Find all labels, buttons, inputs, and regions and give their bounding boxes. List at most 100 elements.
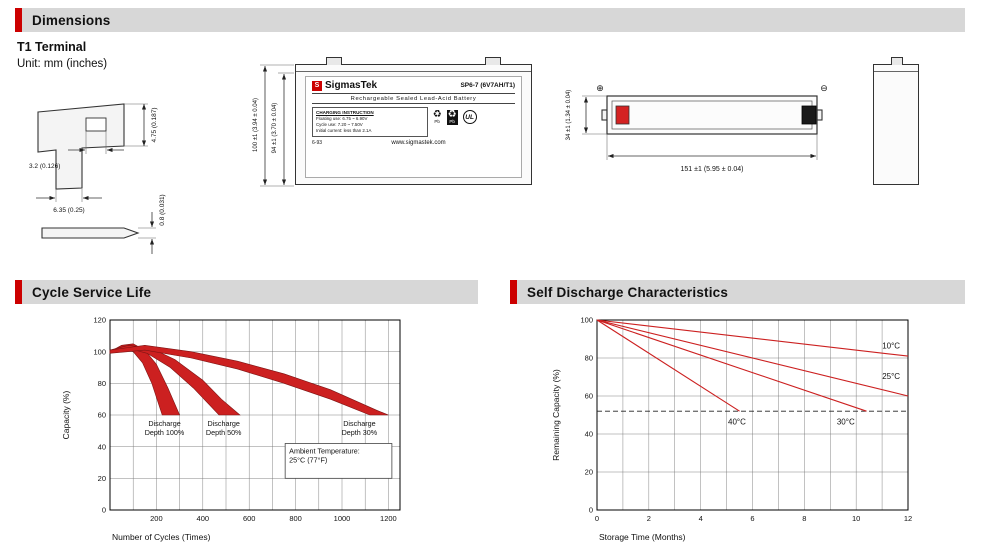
- terminal-type-title: T1 Terminal: [17, 40, 87, 54]
- svg-text:Depth 100%: Depth 100%: [145, 428, 185, 437]
- svg-text:Capacity (%): Capacity (%): [61, 391, 71, 440]
- dim-terminal-hole: 3.2 (0.126): [29, 163, 60, 170]
- battery-lid-seam: [296, 71, 531, 72]
- dim-overall-height: 100 ±1 (3.94 ± 0.04): [253, 98, 259, 152]
- website-text: www.sigmastek.com: [391, 140, 446, 147]
- svg-text:0: 0: [102, 506, 106, 515]
- svg-text:25°C: 25°C: [882, 372, 900, 381]
- svg-text:Depth 50%: Depth 50%: [206, 428, 242, 437]
- positive-terminal-red: [615, 105, 630, 125]
- svg-text:120: 120: [93, 316, 106, 325]
- svg-text:0: 0: [589, 506, 593, 515]
- ul-mark-icon: UL: [462, 110, 477, 124]
- label-code: 6-93: [312, 140, 323, 147]
- dim-terminal-thickness: 0.8 (0.031): [159, 194, 166, 225]
- svg-text:2: 2: [647, 514, 651, 523]
- svg-text:Storage Time (Months): Storage Time (Months): [599, 532, 686, 542]
- svg-text:40: 40: [585, 430, 593, 439]
- section-title-dimensions: Dimensions: [32, 12, 111, 28]
- svg-text:8: 8: [802, 514, 806, 523]
- svg-text:100: 100: [93, 347, 106, 356]
- terminal-hole: [85, 117, 107, 132]
- battery-terminal-icon: [326, 57, 342, 65]
- svg-text:10: 10: [852, 514, 860, 523]
- battery-side-view: [873, 57, 919, 185]
- dim-top-width: 34 ±1 (1.34 ± 0.04): [566, 90, 572, 141]
- svg-text:Discharge: Discharge: [148, 419, 180, 428]
- sigmastek-logo-icon: S: [312, 80, 322, 91]
- svg-text:25°C (77°F): 25°C (77°F): [289, 456, 327, 465]
- header-accent-bar: [15, 8, 22, 32]
- battery-terminal-icon: [485, 57, 501, 65]
- pb-label: Pb: [434, 119, 440, 124]
- svg-text:400: 400: [197, 514, 210, 523]
- svg-text:Discharge: Discharge: [208, 419, 240, 428]
- battery-front-view: S SigmasTek SP6-7 (6V7AH/T1) Rechargeabl…: [295, 57, 532, 185]
- dim-top-length: 151 ±1 (5.95 ± 0.04): [681, 166, 744, 173]
- svg-text:Number of Cycles (Times): Number of Cycles (Times): [112, 532, 211, 542]
- svg-text:40: 40: [98, 442, 106, 451]
- svg-text:600: 600: [243, 514, 256, 523]
- dim-terminal-width: 6.35 (0.25): [53, 207, 84, 214]
- recycle-glyph: ♻: [447, 109, 457, 120]
- terminal-profile-shape: [37, 103, 125, 190]
- charging-line: Floating use: 6.75 ~ 6.90V: [316, 116, 368, 121]
- side-tab: [816, 109, 823, 121]
- dim-container-height: 94 ±1 (3.70 ± 0.04): [272, 103, 278, 154]
- svg-text:10°C: 10°C: [882, 342, 900, 351]
- svg-text:Ambient Temperature:: Ambient Temperature:: [289, 447, 360, 456]
- svg-text:60: 60: [585, 392, 593, 401]
- svg-text:800: 800: [289, 514, 302, 523]
- charging-instruction-box: CHARGING INSTRUCTION Floating use: 6.75 …: [312, 107, 428, 138]
- svg-text:20: 20: [585, 468, 593, 477]
- front-view-dimensions: 100 ±1 (3.94 ± 0.04) 94 ±1 (3.70 ± 0.04): [253, 64, 294, 187]
- charging-instruction-title: CHARGING INSTRUCTION: [316, 110, 374, 115]
- recycle-pb-icon: ♻ Pb: [433, 110, 442, 125]
- svg-text:40°C: 40°C: [728, 418, 746, 427]
- battery-subtitle: Rechargeable Sealed Lead-Acid Battery: [312, 93, 515, 104]
- section-title-cycle-life: Cycle Service Life: [32, 284, 152, 300]
- section-header-cycle-life: Cycle Service Life: [15, 280, 478, 304]
- svg-text:200: 200: [150, 514, 163, 523]
- side-tab: [601, 109, 608, 121]
- t1-terminal-drawing: 4.75 (0.187) 3.2 (0.126) 6.35 (0.25) 0.8…: [29, 103, 166, 254]
- svg-text:Discharge: Discharge: [343, 419, 375, 428]
- negative-terminal-mark-icon: ⊖: [820, 83, 828, 93]
- model-number: SP6-7 (6V7AH/T1): [460, 82, 515, 89]
- negative-terminal-black: [801, 105, 817, 125]
- svg-text:Remaining Capacity (%): Remaining Capacity (%): [551, 369, 561, 461]
- charging-line: Initial current: less than 2.1A: [316, 128, 372, 134]
- terminal-blade-shape: [41, 227, 140, 239]
- top-view-outline: [606, 95, 818, 135]
- unit-label: Unit: mm (inches): [17, 58, 108, 70]
- svg-text:6: 6: [750, 514, 754, 523]
- battery-label: S SigmasTek SP6-7 (6V7AH/T1) Rechargeabl…: [305, 76, 522, 178]
- battery-terminal-icon: [891, 57, 903, 65]
- header-accent-bar: [510, 280, 517, 304]
- svg-text:1000: 1000: [334, 514, 351, 523]
- battery-top-view: ⊕ ⊖ 34 ±1 (1.34 ± 0.04) 151 ±1 (5.95 ± 0…: [566, 83, 828, 173]
- svg-text:0: 0: [595, 514, 599, 523]
- svg-text:80: 80: [585, 354, 593, 363]
- svg-text:20: 20: [98, 474, 106, 483]
- svg-text:100: 100: [580, 316, 593, 325]
- battery-lid-seam: [874, 71, 918, 72]
- svg-text:80: 80: [98, 379, 106, 388]
- svg-text:60: 60: [98, 411, 106, 420]
- dim-terminal-height: 4.75 (0.187): [151, 107, 158, 142]
- svg-text:4: 4: [699, 514, 703, 523]
- self-discharge-chart: 10°C 25°C 30°C 40°C 0 2 4 6 8 10 12 0 20 40 60 80 100 Sto…: [551, 316, 912, 542]
- pb-label: Pb: [449, 119, 455, 124]
- brand-name: SigmasTek: [325, 80, 378, 91]
- svg-text:1200: 1200: [380, 514, 397, 523]
- section-header-self-discharge: Self Discharge Characteristics: [510, 280, 965, 304]
- section-header-dimensions: Dimensions: [15, 8, 965, 32]
- positive-terminal-mark-icon: ⊕: [596, 83, 604, 93]
- svg-text:Depth 30%: Depth 30%: [342, 428, 378, 437]
- recycle-glyph: ♻: [432, 109, 442, 120]
- recycle-pb-dark-icon: ♻ Pb: [446, 109, 458, 125]
- svg-text:12: 12: [904, 514, 912, 523]
- charging-line: Cycle use: 7.20 ~ 7.50V: [316, 122, 363, 128]
- section-title-self-discharge: Self Discharge Characteristics: [527, 284, 729, 300]
